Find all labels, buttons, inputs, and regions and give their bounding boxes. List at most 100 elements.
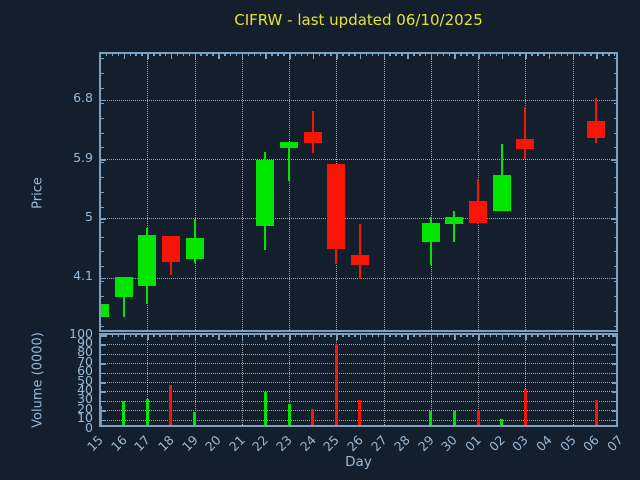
day-gridline: [430, 54, 432, 330]
volume-bar-up: [263, 392, 267, 425]
x-minor-tick: [613, 54, 616, 56]
x-minor-tick: [483, 335, 486, 337]
x-major-tick: [194, 54, 197, 59]
x-minor-tick: [176, 335, 179, 337]
x-minor-tick: [164, 54, 167, 56]
x-major-tick: [407, 335, 409, 340]
x-minor-tick: [229, 54, 232, 56]
price-minor-tick: [613, 221, 616, 223]
x-major-tick: [407, 424, 409, 425]
x-minor-tick: [424, 335, 427, 337]
volume-tick-label: 10: [77, 410, 93, 426]
day-gridline: [289, 54, 291, 330]
day-gridline: [525, 335, 527, 425]
candle-body-down: [516, 139, 535, 150]
x-minor-tick: [153, 335, 155, 337]
x-minor-tick: [300, 335, 303, 337]
volume-plot: [99, 333, 618, 427]
price-minor-tick: [613, 236, 616, 238]
x-minor-tick: [590, 54, 592, 56]
price-minor-tick: [613, 206, 616, 208]
x-minor-tick: [135, 335, 137, 337]
x-minor-tick: [159, 54, 161, 56]
x-minor-tick: [584, 335, 586, 337]
volume-bar-down: [476, 410, 480, 425]
x-major-tick: [336, 329, 338, 330]
price-minor-tick: [613, 58, 616, 60]
price-gridline: [101, 159, 616, 160]
x-minor-tick: [111, 54, 114, 56]
volume-major-tick: [101, 372, 106, 375]
x-major-tick: [336, 54, 338, 59]
volume-tick-label: 80: [77, 344, 93, 360]
x-minor-tick: [141, 54, 143, 56]
x-major-tick: [218, 424, 220, 425]
price-major-tick: [101, 159, 106, 161]
x-minor-tick: [424, 54, 427, 56]
x-minor-tick: [483, 54, 486, 56]
volume-bar-up: [145, 398, 149, 425]
price-minor-tick: [613, 296, 616, 298]
x-major-tick: [548, 54, 551, 59]
candle-wick-down: [477, 178, 480, 224]
volume-major-tick: [611, 391, 616, 393]
day-gridline: [147, 54, 149, 330]
candle-body-up: [114, 277, 133, 297]
day-gridline: [241, 54, 243, 330]
volume-tick-label: 30: [77, 391, 93, 407]
x-minor-tick: [283, 335, 285, 337]
volume-major-tick: [101, 400, 106, 403]
x-major-tick: [241, 335, 244, 340]
price-minor-tick: [613, 102, 616, 104]
x-major-tick: [525, 54, 527, 59]
day-gridline: [289, 335, 291, 425]
x-minor-tick: [537, 54, 539, 56]
x-minor-tick: [401, 54, 403, 56]
candle-wick-up: [288, 141, 291, 181]
x-minor-tick: [466, 54, 468, 56]
day-gridline: [383, 335, 385, 425]
x-minor-tick: [247, 335, 250, 337]
x-minor-tick: [271, 54, 273, 56]
price-minor-tick: [613, 73, 616, 75]
volume-bar-up: [452, 411, 456, 425]
volume-gridline: [101, 391, 616, 393]
x-minor-tick: [419, 54, 421, 56]
volume-gridline: [101, 353, 616, 355]
price-minor-tick: [101, 177, 104, 179]
volume-gridline: [101, 372, 616, 374]
x-minor-tick: [554, 54, 557, 56]
x-minor-tick: [235, 335, 238, 337]
x-minor-tick: [584, 54, 586, 56]
price-minor-tick: [101, 266, 104, 268]
x-major-tick: [478, 54, 480, 59]
x-minor-tick: [578, 54, 580, 56]
x-minor-tick: [300, 54, 303, 56]
candle-body-up: [138, 234, 157, 286]
x-minor-tick: [318, 54, 321, 56]
chart-title: CIFRW - last updated 06/10/2025: [234, 11, 483, 29]
x-major-tick: [218, 329, 220, 330]
x-major-tick: [359, 335, 362, 340]
price-major-tick: [101, 99, 106, 102]
x-major-tick: [596, 54, 598, 59]
x-minor-tick: [306, 335, 309, 337]
volume-tick-label: 40: [77, 381, 93, 397]
x-minor-tick: [513, 54, 516, 56]
x-major-tick: [147, 54, 149, 59]
x-minor-tick: [342, 54, 344, 56]
price-major-tick: [101, 277, 106, 280]
x-minor-tick: [489, 335, 492, 337]
x-major-tick: [265, 335, 267, 340]
day-gridline: [572, 335, 574, 425]
candle-body-down: [587, 121, 606, 138]
x-major-tick: [548, 335, 551, 340]
day-gridline: [525, 54, 527, 330]
x-major-tick: [548, 329, 551, 330]
x-minor-tick: [365, 335, 368, 337]
price-minor-tick: [101, 117, 104, 119]
x-minor-tick: [330, 54, 332, 56]
x-minor-tick: [253, 54, 256, 56]
candle-body-up: [445, 217, 464, 224]
